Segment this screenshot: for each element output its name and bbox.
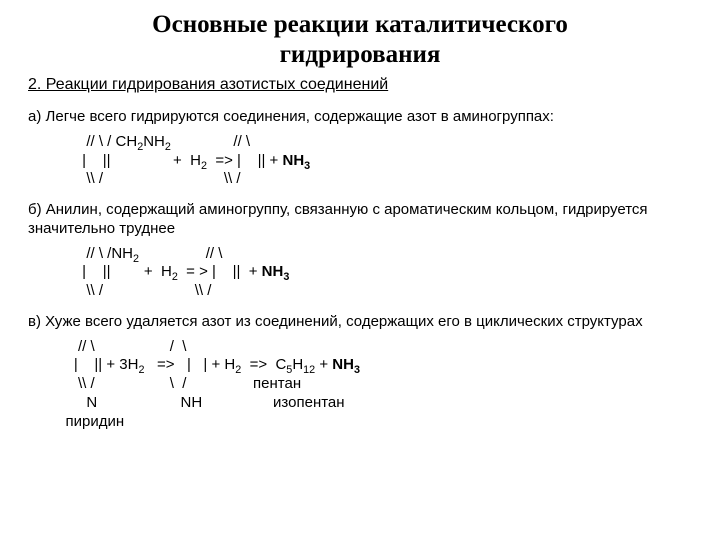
formula-a: // \ / CH2NH2 // \ | || + H2 => | || + N…	[28, 133, 692, 189]
title-line-2: гидрирования	[280, 41, 441, 68]
label-pyridine: пиридин	[66, 413, 125, 430]
paragraph-b: б) Анилин, содержащий аминогруппу, связа…	[28, 201, 692, 239]
section-subtitle: 2. Реакции гидрирования азотистых соедин…	[28, 76, 692, 94]
paragraph-a: а) Легче всего гидрируются соединения, с…	[28, 108, 692, 127]
formula-c: // \ / \ | || + 3H2 => | | + H2 => C5H12…	[28, 338, 692, 432]
page-title: Основные реакции каталитического гидриро…	[28, 10, 692, 70]
title-line-1: Основные реакции каталитического	[152, 11, 568, 38]
label-pentane: пентан	[253, 375, 301, 392]
label-isopentane: изопентан	[273, 394, 345, 411]
formula-b: // \ /NH2 // \ | || + H2 = > | || + NH3 …	[28, 245, 692, 301]
paragraph-c: в) Хуже всего удаляется азот из соединен…	[28, 313, 692, 332]
